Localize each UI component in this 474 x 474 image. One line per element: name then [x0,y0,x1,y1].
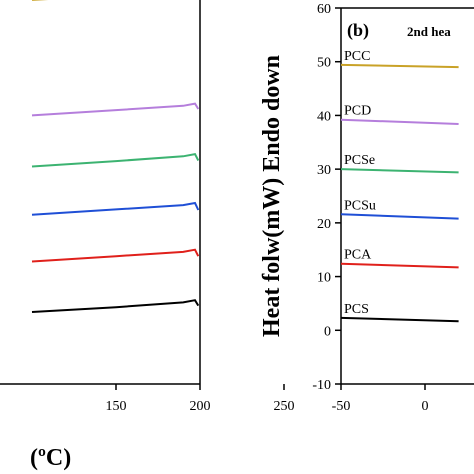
panel-a-series-line-2 [31,152,200,168]
panel-a-series-line-4 [31,248,200,263]
panel-a-series-line-3 [31,201,200,216]
panel-b-series-label-pcd: PCD [344,104,371,119]
panel-b-series-line-pcse [340,168,459,174]
panel-b-series-labels: PCC PCD PCSe PCSu PCA PCS [344,49,376,317]
panel-a-x-tick-label-2: 250 [274,399,295,414]
panel-b-series-line-pcsu [340,213,459,220]
panel-b-series-label-pca: PCA [344,248,372,263]
panel-b-series-label-pcse: PCSe [344,153,375,168]
panel-b-series-label-pcc: PCC [344,49,370,64]
panel-a-x-tick-label-1: 200 [190,399,211,414]
panel-b-x-tick-label-0: -50 [332,399,351,414]
panel-b-y-tick-label-6: 50 [317,56,331,71]
panel-b-series-label-pcsu: PCSu [344,198,376,213]
panel-b-x-tick-label-1: 0 [422,399,429,414]
panel-b-y-tick-label-7: 60 [317,2,331,17]
panel-a-series-line-1 [31,102,200,117]
panel-b-title-fragment: 2nd hea [407,24,451,39]
panel-b-series-line-pcc [340,63,459,69]
panel-a-x-ticks: 150 200 250 [106,384,295,414]
panel-b-y-tick-label-1: 0 [324,324,331,339]
panel-b-y-ticks: -10 0 10 20 30 40 50 60 [312,2,341,393]
panel-b-y-tick-label-5: 40 [317,109,331,124]
panel-b-y-axis-title: Heat folw(mW) Endo down [259,55,285,337]
panel-a-series [31,0,200,313]
panel-b-label: (b) [347,20,369,41]
panel-b-series-line-pcs [340,316,459,323]
panel-b-series-label-pcs: PCS [344,302,369,317]
panel-b-x-ticks: -50 0 [332,384,429,414]
panel-b-series-line-pcd [340,118,459,125]
panel-a-series-line-5 [31,299,200,313]
panel-b: PCC PCD PCSe PCSu PCA PCS -10 0 10 20 30 40 50 60 -5… [259,2,474,414]
panel-a-x-tick-label-0: 150 [106,399,127,414]
panel-b-y-tick-label-3: 20 [317,217,331,232]
panel-a-x-unit: (ºC) [30,445,71,471]
panel-b-y-tick-label-4: 30 [317,163,331,178]
panel-b-y-tick-label-2: 10 [317,271,331,286]
panel-a: 150 200 250 (ºC) [0,0,295,471]
panel-b-series-line-pca [340,262,459,269]
panel-b-series [340,63,459,323]
panel-b-y-tick-label-0: -10 [312,378,331,393]
